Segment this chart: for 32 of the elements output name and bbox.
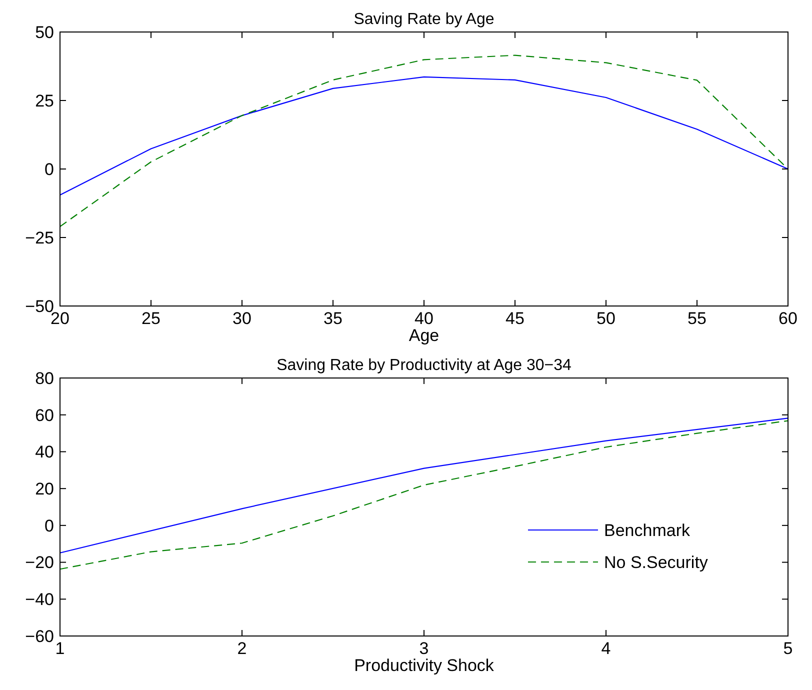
x-tick-label: 3 — [419, 639, 429, 658]
x-tick-label: 60 — [778, 309, 798, 328]
y-tick-label: 0 — [44, 516, 54, 536]
y-tick-label: 50 — [35, 22, 54, 42]
x-tick-label: 45 — [506, 309, 524, 328]
x-axis-title: Productivity Shock — [354, 656, 494, 675]
y-tick-label: 0 — [44, 160, 54, 179]
x-tick-label: 5 — [783, 639, 793, 658]
x-tick-label: 50 — [596, 309, 616, 328]
x-tick-label: 2 — [237, 639, 247, 658]
legend-label: No S.Security — [604, 552, 708, 572]
legend-label: Benchmark — [604, 520, 690, 540]
y-tick-label: −20 — [25, 553, 54, 572]
y-tick-label: 40 — [35, 442, 54, 462]
chart-title: Saving Rate by Productivity at Age 30−34 — [276, 357, 572, 374]
chart-title: Saving Rate by Age — [354, 11, 494, 28]
y-tick-label: 20 — [35, 480, 54, 499]
x-tick-label: 1 — [55, 639, 65, 658]
x-axis-title: Age — [408, 326, 440, 345]
x-tick-label: 35 — [324, 309, 342, 328]
y-tick-label: −25 — [25, 228, 54, 248]
y-tick-label: −60 — [25, 626, 54, 646]
y-tick-label: 80 — [35, 368, 54, 388]
y-tick-label: −40 — [25, 590, 54, 610]
y-tick-label: 60 — [35, 406, 54, 425]
x-tick-label: 55 — [688, 309, 706, 328]
y-tick-label: 25 — [35, 91, 54, 110]
x-tick-label: 4 — [601, 639, 611, 658]
x-tick-label: 30 — [232, 309, 252, 328]
x-tick-label: 40 — [414, 309, 434, 328]
x-tick-label: 25 — [142, 309, 160, 328]
line-series — [59, 76, 789, 196]
